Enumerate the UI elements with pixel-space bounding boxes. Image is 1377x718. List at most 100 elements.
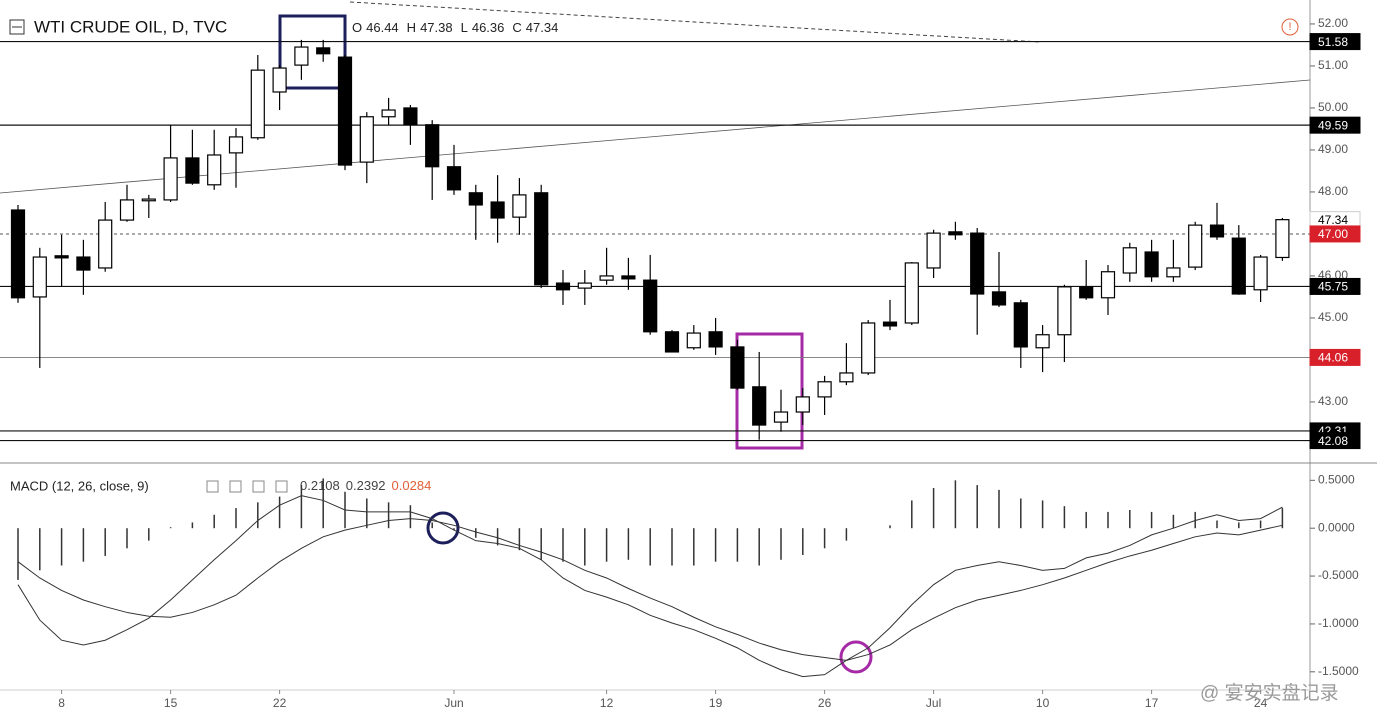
candle-body bbox=[250, 69, 265, 139]
candle-body bbox=[577, 282, 592, 289]
y-tick-label: 45.00 bbox=[1318, 310, 1348, 324]
x-tick-label: 26 bbox=[818, 696, 832, 710]
legend-value: 46.44 bbox=[366, 20, 399, 35]
watermark: @ 宴安实盘记录 bbox=[1200, 681, 1339, 704]
price-label-box bbox=[1309, 277, 1361, 295]
candle-body bbox=[882, 321, 898, 327]
candle-body bbox=[207, 154, 222, 186]
candle-body bbox=[1231, 237, 1246, 295]
y-tick-label: 51.00 bbox=[1318, 58, 1348, 72]
info-icon[interactable] bbox=[1281, 18, 1299, 36]
y-tick-label: 49.00 bbox=[1318, 142, 1348, 156]
candle-body bbox=[795, 396, 810, 413]
dashed-trend-line bbox=[349, 1, 1041, 43]
icon[interactable] bbox=[252, 480, 265, 493]
y-tick-label: 50.00 bbox=[1318, 100, 1348, 114]
legend-key: O bbox=[352, 20, 362, 35]
candle-body bbox=[730, 346, 745, 389]
candle-body bbox=[839, 372, 854, 383]
candle-body bbox=[490, 201, 505, 219]
macd-icons bbox=[206, 480, 288, 493]
price-label-box bbox=[1309, 348, 1361, 366]
highlight-circle bbox=[839, 640, 873, 674]
candle-body bbox=[1144, 251, 1159, 278]
candle-body bbox=[817, 381, 832, 398]
candle-body bbox=[228, 136, 244, 154]
candle-body bbox=[708, 331, 723, 348]
candle-body bbox=[1209, 224, 1225, 238]
candle-body bbox=[861, 322, 876, 374]
x-tick-label: Jun bbox=[444, 696, 463, 710]
candle-body bbox=[1188, 224, 1203, 268]
macd-title: MACD (12, 26, close, 9) bbox=[10, 478, 149, 493]
candle-body bbox=[163, 157, 178, 201]
candle-body bbox=[141, 198, 156, 202]
candle-body bbox=[926, 232, 941, 269]
candle-body bbox=[98, 219, 113, 269]
candle-body bbox=[1057, 286, 1072, 336]
legend-value: 0.0284 bbox=[392, 478, 432, 493]
y-tick-label: 43.00 bbox=[1318, 394, 1348, 408]
candle-body bbox=[32, 256, 47, 298]
candle-body bbox=[1275, 219, 1290, 259]
y-tick-label: 48.00 bbox=[1318, 184, 1348, 198]
price-label: 42.08 bbox=[1318, 434, 1348, 448]
x-tick-label: 22 bbox=[273, 696, 287, 710]
legend-value: 46.36 bbox=[472, 20, 505, 35]
candle-body bbox=[643, 279, 658, 333]
candle-body bbox=[316, 47, 331, 55]
candle-body bbox=[1079, 286, 1094, 299]
candle-body bbox=[904, 262, 919, 324]
legend-value: 0.2392 bbox=[346, 478, 386, 493]
candle-body bbox=[991, 291, 1007, 306]
price-label: 47.00 bbox=[1318, 227, 1348, 241]
candle-body bbox=[294, 46, 309, 66]
candle-body bbox=[1100, 271, 1116, 299]
x-tick-label: 8 bbox=[58, 696, 65, 710]
candle-body bbox=[1253, 256, 1268, 291]
candle-body bbox=[773, 411, 789, 423]
candle-body bbox=[621, 275, 636, 280]
candle-body bbox=[381, 109, 396, 118]
x-tick-label: 19 bbox=[709, 696, 723, 710]
legend-key: C bbox=[512, 20, 521, 35]
ohlc-legend: O 46.44 H 47.38 L 46.36 C 47.34 bbox=[352, 20, 558, 35]
candle-body bbox=[425, 124, 440, 168]
price-label: 47.34 bbox=[1318, 213, 1348, 227]
price-label: 45.75 bbox=[1318, 280, 1348, 294]
x-tick-label: 17 bbox=[1145, 696, 1159, 710]
candle-body bbox=[403, 107, 418, 126]
price-label-box bbox=[1309, 432, 1361, 450]
candle-body bbox=[686, 332, 701, 349]
y-tick-label: 0.0000 bbox=[1318, 520, 1355, 534]
x-tick-label: 15 bbox=[164, 696, 178, 710]
y-tick-label: -0.5000 bbox=[1318, 568, 1359, 582]
candle-body bbox=[948, 231, 963, 236]
price-label: 49.59 bbox=[1318, 118, 1348, 132]
y-tick-label: -1.5000 bbox=[1318, 664, 1359, 678]
candle-body bbox=[272, 67, 287, 93]
price-label-box bbox=[1309, 116, 1361, 134]
macd-line bbox=[17, 495, 1283, 678]
candle-body bbox=[970, 232, 985, 295]
price-label: 44.06 bbox=[1318, 351, 1348, 365]
signal-line bbox=[17, 518, 1283, 661]
candle-body bbox=[512, 194, 527, 218]
candle-body bbox=[446, 166, 462, 191]
candle-body bbox=[119, 199, 135, 221]
candle-body bbox=[76, 256, 91, 271]
candle-body bbox=[54, 255, 69, 259]
icon[interactable] bbox=[229, 480, 242, 493]
candle-body bbox=[555, 282, 571, 291]
candle-body bbox=[1166, 267, 1181, 278]
x-tick-label: Jul bbox=[926, 696, 941, 710]
icon[interactable] bbox=[206, 480, 219, 493]
collapse-icon[interactable] bbox=[9, 19, 25, 35]
price-label-box bbox=[1309, 33, 1361, 51]
candle-body bbox=[599, 275, 614, 281]
icon[interactable] bbox=[275, 480, 288, 493]
candle-body bbox=[10, 209, 26, 299]
x-tick-label: 10 bbox=[1036, 696, 1050, 710]
candle-body bbox=[1122, 247, 1137, 274]
